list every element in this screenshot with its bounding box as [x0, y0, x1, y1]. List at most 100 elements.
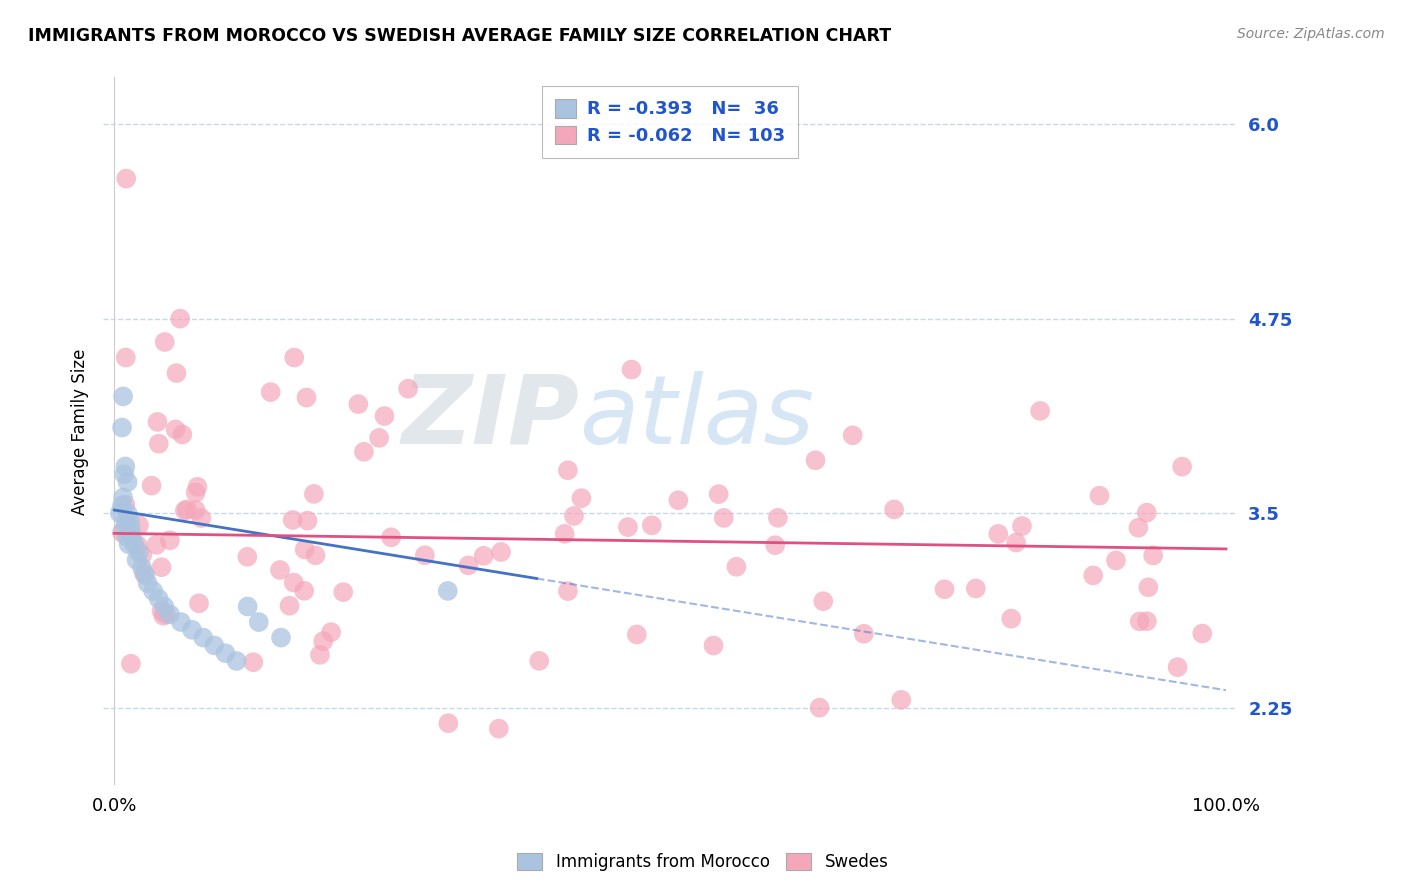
Point — [702, 639, 724, 653]
Point — [987, 527, 1010, 541]
Point — [413, 548, 436, 562]
Point — [1167, 660, 1189, 674]
Point — [193, 631, 215, 645]
Point — [295, 391, 318, 405]
Point — [1005, 535, 1028, 549]
Point — [620, 362, 643, 376]
Point — [170, 615, 193, 629]
Point — [172, 427, 194, 442]
Point — [890, 693, 912, 707]
Point — [114, 459, 136, 474]
Point — [118, 537, 141, 551]
Point — [131, 560, 153, 574]
Point — [134, 568, 156, 582]
Point — [153, 599, 176, 614]
Point — [713, 511, 735, 525]
Point — [562, 508, 585, 523]
Point — [118, 514, 141, 528]
Point — [763, 538, 786, 552]
Point — [934, 582, 956, 597]
Y-axis label: Average Family Size: Average Family Size — [72, 348, 89, 515]
Point — [184, 485, 207, 500]
Text: Source: ZipAtlas.com: Source: ZipAtlas.com — [1237, 27, 1385, 41]
Point — [641, 518, 664, 533]
Point — [122, 537, 145, 551]
Legend: R = -0.393   N=  36, R = -0.062   N= 103: R = -0.393 N= 36, R = -0.062 N= 103 — [543, 87, 799, 158]
Point — [1105, 553, 1128, 567]
Point — [128, 545, 150, 559]
Point — [111, 525, 134, 540]
Point — [557, 584, 579, 599]
Point — [136, 576, 159, 591]
Point — [141, 478, 163, 492]
Point — [225, 654, 247, 668]
Text: atlas: atlas — [579, 371, 814, 464]
Text: IMMIGRANTS FROM MOROCCO VS SWEDISH AVERAGE FAMILY SIZE CORRELATION CHART: IMMIGRANTS FROM MOROCCO VS SWEDISH AVERA… — [28, 27, 891, 45]
Point — [153, 334, 176, 349]
Point — [1088, 489, 1111, 503]
Point — [396, 382, 419, 396]
Point — [488, 722, 510, 736]
Point — [184, 503, 207, 517]
Point — [121, 529, 143, 543]
Point — [155, 607, 177, 621]
Point — [114, 351, 136, 365]
Point — [1136, 614, 1159, 628]
Point — [309, 648, 332, 662]
Point — [148, 591, 170, 606]
Point — [1000, 612, 1022, 626]
Point — [181, 623, 204, 637]
Point — [813, 594, 835, 608]
Point — [165, 422, 187, 436]
Point — [437, 716, 460, 731]
Point — [841, 428, 863, 442]
Point — [260, 385, 283, 400]
Point — [127, 538, 149, 552]
Point — [368, 431, 391, 445]
Point — [173, 503, 195, 517]
Point — [145, 538, 167, 552]
Point — [373, 409, 395, 423]
Point — [808, 700, 831, 714]
Point — [1129, 615, 1152, 629]
Point — [125, 553, 148, 567]
Point — [176, 502, 198, 516]
Point — [725, 559, 748, 574]
Point — [114, 498, 136, 512]
Point — [666, 493, 689, 508]
Point — [270, 631, 292, 645]
Point — [114, 514, 136, 528]
Point — [142, 583, 165, 598]
Point — [529, 654, 551, 668]
Point — [165, 366, 187, 380]
Point — [120, 522, 142, 536]
Point — [554, 526, 576, 541]
Point — [269, 563, 291, 577]
Point — [319, 625, 342, 640]
Point — [152, 608, 174, 623]
Point — [1083, 568, 1105, 582]
Point — [115, 171, 138, 186]
Point — [132, 566, 155, 581]
Point — [281, 513, 304, 527]
Point — [472, 549, 495, 563]
Point — [146, 415, 169, 429]
Point — [202, 639, 225, 653]
Point — [304, 548, 326, 562]
Point — [236, 549, 259, 564]
Point — [190, 511, 212, 525]
Point — [108, 506, 131, 520]
Point — [489, 545, 512, 559]
Point — [312, 634, 335, 648]
Point — [112, 491, 135, 505]
Point — [112, 467, 135, 482]
Point — [1136, 506, 1159, 520]
Point — [353, 444, 375, 458]
Point — [457, 558, 479, 573]
Point — [626, 627, 648, 641]
Point — [302, 487, 325, 501]
Point — [236, 599, 259, 614]
Point — [965, 582, 987, 596]
Point — [283, 351, 305, 365]
Point — [557, 463, 579, 477]
